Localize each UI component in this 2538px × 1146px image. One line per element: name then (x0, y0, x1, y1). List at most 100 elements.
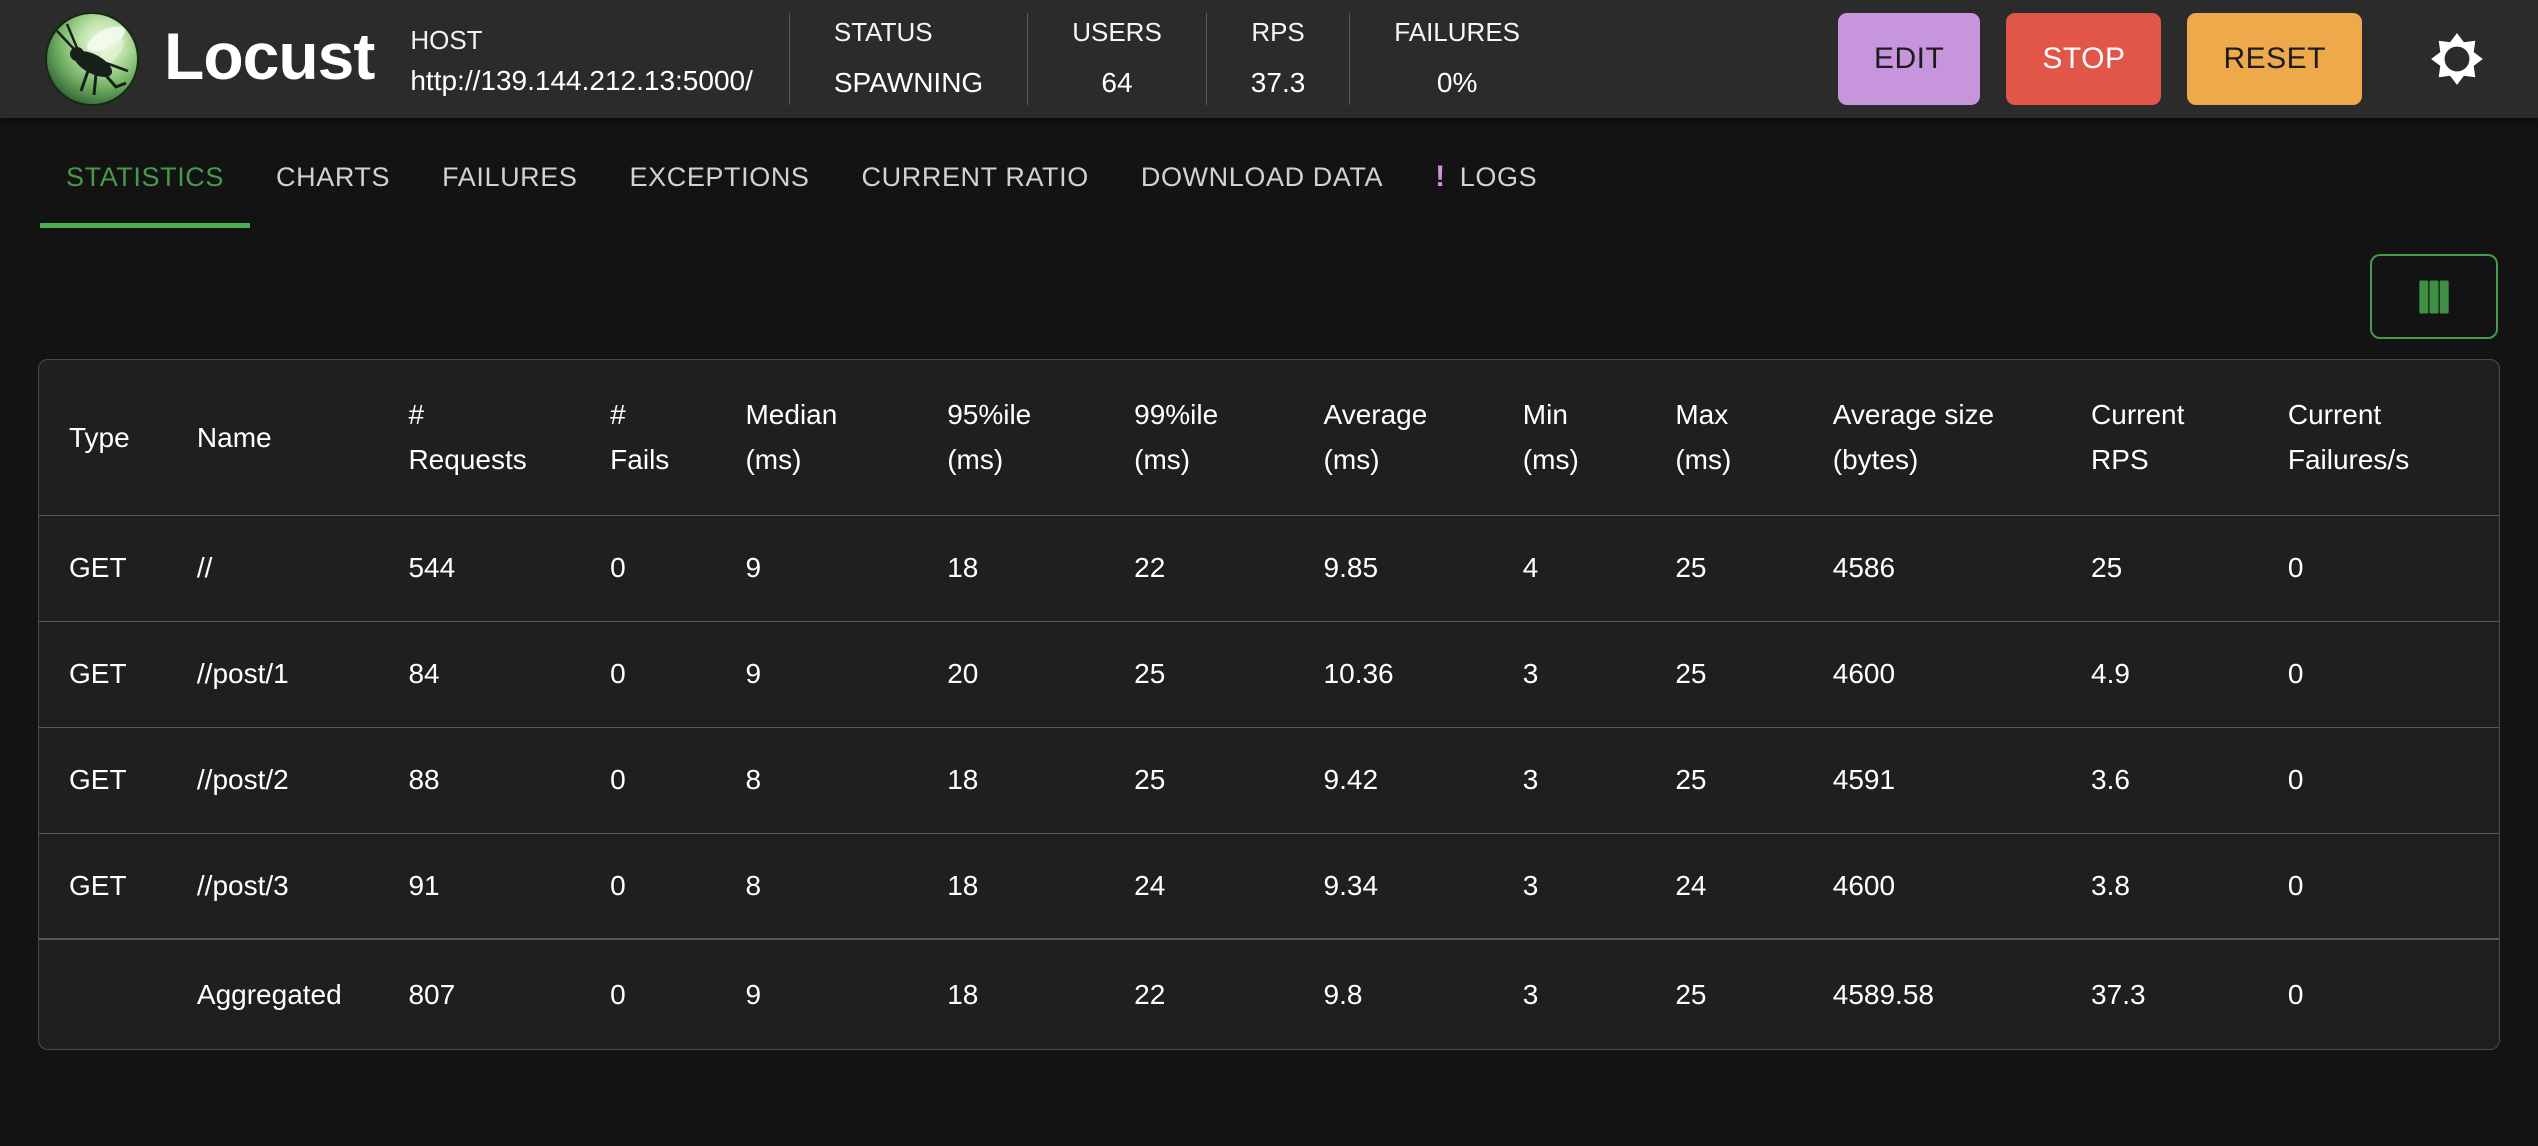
cell-fails: 0 (580, 620, 716, 727)
tab-label: EXCEPTIONS (629, 161, 810, 192)
column-header-p95[interactable]: 95%ile (ms) (947, 399, 1032, 476)
column-header-current-rps[interactable]: Current RPS (2091, 399, 2185, 476)
cell-requests: 91 (378, 832, 581, 939)
tab-charts[interactable]: CHARTS (250, 118, 416, 236)
column-header-p99[interactable]: 99%ile (ms) (1134, 399, 1219, 476)
stat-users-label: USERS (1072, 17, 1162, 47)
main-content: Type Name # Requests # Fails Median (ms) 95… (0, 236, 2538, 1050)
cell-fails: 0 (580, 938, 716, 1049)
cell-fails: 0 (580, 726, 716, 833)
stat-status-value: SPAWNING (833, 67, 984, 98)
table-toolbar (38, 236, 2500, 359)
header-actions: EDIT STOP RESET (1812, 13, 2498, 105)
cell-median: 8 (715, 726, 918, 833)
cell-current-rps: 3.6 (2061, 726, 2258, 833)
tab-failures[interactable]: FAILURES (416, 118, 603, 236)
locust-logo[interactable]: Locust (44, 11, 388, 107)
tab-logs[interactable]: ! LOGS (1409, 118, 1563, 236)
cell-min: 3 (1492, 938, 1646, 1049)
host-block: HOST http://139.144.212.13:5000/ (410, 27, 753, 95)
cell-min: 4 (1492, 514, 1646, 621)
cell-type: GET (39, 620, 167, 727)
column-header-requests[interactable]: # Requests (408, 399, 527, 476)
cell-max: 24 (1645, 832, 1803, 939)
table-row: GET//post/3 91 0 8 18 24 9.34 3 24 4600 3.8 0 (39, 832, 2499, 939)
column-header-name[interactable]: Name (196, 421, 272, 453)
logs-alert-badge: ! (1435, 160, 1446, 193)
cell-average: 9.8 (1293, 938, 1493, 1049)
tabbar: STATISTICS CHARTS FAILURES EXCEPTIONS CU… (0, 118, 2538, 236)
cell-median: 9 (715, 938, 918, 1049)
stat-failures-label: FAILURES (1394, 17, 1521, 47)
cell-p95: 18 (917, 832, 1105, 939)
column-header-max[interactable]: Max (ms) (1675, 399, 1732, 476)
columns-icon (2419, 280, 2449, 313)
tab-exceptions[interactable]: EXCEPTIONS (604, 118, 836, 236)
column-header-average[interactable]: Average (ms) (1323, 399, 1428, 476)
cell-name: // (166, 514, 379, 621)
cell-p99: 24 (1104, 832, 1294, 939)
cell-p95: 18 (917, 938, 1105, 1049)
stat-status: STATUS SPAWNING (788, 13, 1027, 105)
column-header-min[interactable]: Min (ms) (1522, 399, 1579, 476)
cell-average: 9.42 (1293, 726, 1493, 833)
cell-median: 9 (715, 620, 918, 727)
column-header-fails[interactable]: # Fails (610, 399, 670, 476)
cell-requests: 544 (378, 514, 581, 621)
host-label: HOST (410, 25, 483, 55)
cell-min: 3 (1492, 620, 1646, 727)
stat-rps-value: 37.3 (1250, 67, 1306, 98)
reset-button[interactable]: RESET (2187, 13, 2362, 105)
tab-label: STATISTICS (66, 161, 225, 192)
cell-average: 9.34 (1293, 832, 1493, 939)
cell-current-rps: 4.9 (2061, 620, 2258, 727)
app-title: Locust (164, 19, 375, 93)
stat-failures: FAILURES 0% (1349, 13, 1564, 105)
stop-button[interactable]: STOP (2006, 13, 2162, 105)
tab-download-data[interactable]: DOWNLOAD DATA (1115, 118, 1409, 236)
stat-users-value: 64 (1101, 67, 1133, 98)
column-header-type[interactable]: Type (69, 421, 130, 453)
statistics-table: Type Name # Requests # Fails Median (ms) 95… (39, 360, 2499, 1049)
cell-max: 25 (1645, 938, 1803, 1049)
cell-p99: 22 (1104, 514, 1294, 621)
cell-average: 10.36 (1293, 620, 1493, 727)
column-header-current-failures[interactable]: Current Failures/s (2287, 399, 2410, 476)
cell-fails: 0 (580, 514, 716, 621)
locust-logo-icon (45, 12, 139, 106)
cell-max: 25 (1645, 620, 1803, 727)
statistics-table-card: Type Name # Requests # Fails Median (ms) 95… (38, 359, 2500, 1050)
cell-avg-size: 4591 (1802, 726, 2062, 833)
tab-current-ratio[interactable]: CURRENT RATIO (836, 118, 1115, 236)
stat-users: USERS 64 (1027, 13, 1206, 105)
stat-status-label: STATUS (833, 17, 933, 47)
column-selector-button[interactable] (2370, 254, 2498, 339)
cell-avg-size: 4589.58 (1802, 938, 2062, 1049)
cell-type: GET (39, 514, 167, 621)
cell-min: 3 (1492, 726, 1646, 833)
cell-fails: 0 (580, 832, 716, 939)
cell-max: 25 (1645, 514, 1803, 621)
cell-name: Aggregated (166, 938, 379, 1049)
column-header-avg-size[interactable]: Average size (bytes) (1832, 399, 1995, 476)
edit-button[interactable]: EDIT (1837, 13, 1981, 105)
tab-statistics[interactable]: STATISTICS (40, 118, 251, 236)
table-row: GET//post/2 88 0 8 18 25 9.42 3 25 4591 3.6 0 (39, 726, 2499, 833)
cell-requests: 807 (378, 938, 581, 1049)
stat-rps: RPS 37.3 (1205, 13, 1350, 105)
cell-type: GET (39, 726, 167, 833)
header-stats: STATUS SPAWNING USERS 64 RPS 37.3 FAILUR… (788, 13, 1564, 105)
host-url-link[interactable]: http://139.144.212.13:5000/ (410, 65, 753, 96)
cell-median: 8 (715, 832, 918, 939)
cell-p99: 25 (1104, 620, 1294, 727)
tab-label: LOGS (1459, 161, 1538, 192)
cell-max: 25 (1645, 726, 1803, 833)
cell-current-rps: 3.8 (2061, 832, 2258, 939)
column-header-median[interactable]: Median (ms) (745, 399, 838, 476)
cell-type: GET (39, 832, 167, 939)
settings-button[interactable] (2426, 28, 2488, 90)
cell-min: 3 (1492, 832, 1646, 939)
cell-current-failures: 0 (2257, 832, 2499, 939)
cell-current-rps: 37.3 (2061, 938, 2258, 1049)
stat-rps-label: RPS (1251, 17, 1305, 47)
